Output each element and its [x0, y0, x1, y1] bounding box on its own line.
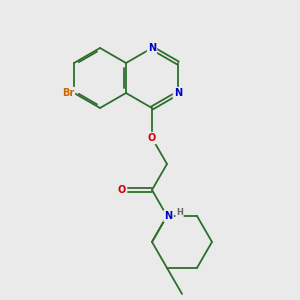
Text: H: H: [176, 208, 183, 217]
Text: N: N: [164, 211, 172, 221]
Text: N: N: [148, 43, 156, 53]
Text: Br: Br: [62, 88, 74, 98]
Text: O: O: [148, 133, 156, 143]
Text: N: N: [174, 88, 182, 98]
Text: O: O: [118, 185, 126, 195]
